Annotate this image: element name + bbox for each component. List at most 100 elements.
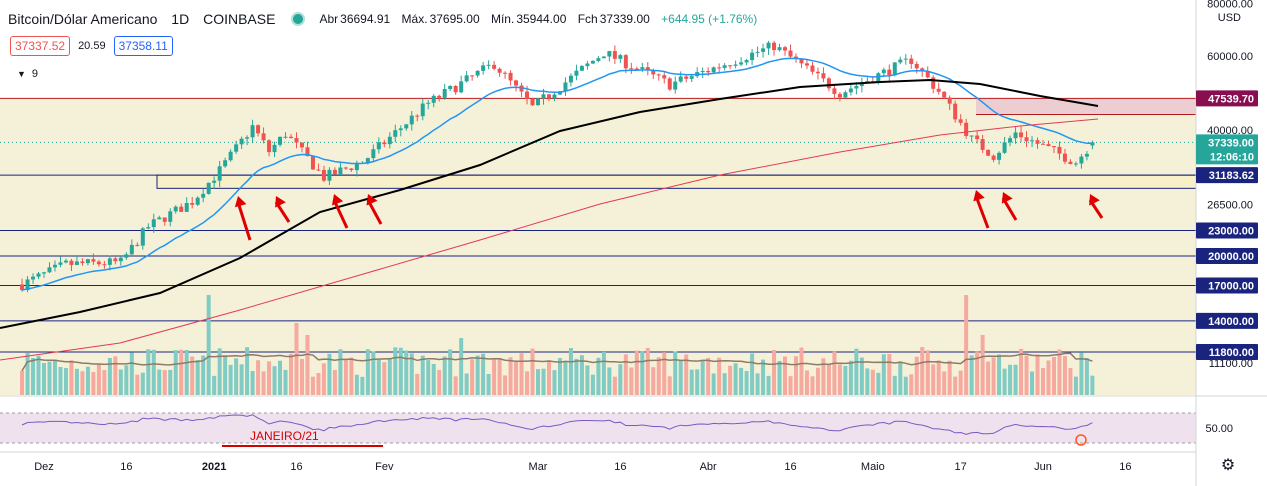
price-label-text: 14000.00 — [1208, 316, 1254, 328]
candle — [316, 163, 321, 172]
volume-bar — [623, 354, 628, 395]
candle — [42, 271, 46, 278]
arrow-head — [331, 194, 344, 206]
candle — [239, 136, 244, 150]
volume-bar — [442, 356, 447, 395]
candle-body — [146, 227, 151, 229]
candle — [536, 98, 541, 106]
settings-gear-icon[interactable]: ⚙ — [1220, 457, 1236, 474]
buy-button[interactable]: 37358.11 — [113, 36, 173, 56]
volume-bar — [190, 356, 195, 395]
price-label-text: 47539.70 — [1208, 93, 1254, 105]
candle-body — [777, 47, 782, 51]
candle-body — [85, 259, 90, 264]
candle — [1002, 136, 1007, 154]
candle-body — [140, 228, 145, 246]
resistance-zone — [976, 98, 1196, 115]
arrow-head — [234, 196, 247, 208]
candle-body — [739, 62, 744, 65]
volume-bar — [662, 352, 667, 395]
price-label-text: 12:06:10 — [1210, 151, 1254, 163]
candle-body — [212, 180, 217, 183]
candle-body — [409, 115, 414, 125]
candle — [448, 85, 453, 91]
candle — [129, 239, 134, 256]
candle-body — [1062, 153, 1067, 162]
candle-body — [223, 160, 228, 167]
candle — [1013, 126, 1018, 144]
volume-bar — [772, 350, 777, 395]
volume-bar — [343, 358, 348, 395]
candle-body — [305, 147, 310, 157]
candle-body — [1046, 144, 1051, 147]
candle — [283, 132, 288, 139]
candle-body — [217, 166, 222, 181]
trade-buttons: 37337.52 20.59 37358.11 — [10, 36, 173, 56]
candle-body — [557, 91, 562, 95]
candle-body — [289, 136, 294, 139]
candle — [859, 77, 864, 93]
volume-bar — [519, 353, 524, 395]
candle-body — [492, 64, 497, 69]
candle — [382, 139, 387, 148]
candle-body — [1030, 140, 1035, 142]
candle-body — [118, 257, 123, 262]
volume-bar — [1019, 348, 1024, 395]
ema-fast-line — [21, 57, 1093, 291]
volume-bar — [541, 368, 546, 395]
volume-ma-line — [21, 352, 1093, 372]
candle — [376, 137, 381, 154]
indicators-toggle[interactable]: ▼ 9 — [17, 68, 38, 80]
candle-body — [80, 261, 85, 264]
candle-body — [310, 156, 315, 170]
candle-body — [393, 130, 398, 137]
symbol-title[interactable]: Bitcoin/Dólar Americano 1D COINBASE — [8, 11, 276, 27]
candle-body — [332, 169, 337, 175]
volume-bar — [722, 373, 727, 395]
volume-bar — [755, 373, 760, 395]
volume-bar — [404, 350, 409, 395]
candle — [327, 167, 332, 185]
volume-bar — [409, 353, 414, 395]
volume-bar — [876, 372, 881, 395]
volume-bar — [475, 355, 480, 395]
candle-body — [640, 67, 645, 69]
price-label-level: 23000.00 — [1196, 222, 1258, 239]
candle-body — [261, 133, 266, 141]
volume-bar — [1084, 357, 1089, 395]
candle-body — [1024, 137, 1029, 142]
volume-bar — [129, 352, 134, 395]
candle-body — [975, 135, 980, 140]
price-label-level: 20000.00 — [1196, 247, 1258, 264]
candle — [656, 73, 661, 81]
candle-body — [656, 74, 661, 76]
candle — [920, 67, 925, 77]
candle — [1046, 140, 1051, 147]
candle-body — [442, 89, 447, 98]
candle — [475, 70, 480, 78]
volume-bar — [887, 353, 892, 395]
candle-body — [157, 217, 162, 220]
candle-body — [129, 244, 134, 255]
sell-button[interactable]: 37337.52 — [10, 36, 71, 56]
candle-body — [750, 52, 755, 61]
volume-bar — [206, 295, 211, 395]
red-arrow — [366, 194, 383, 225]
price-label-text: 20000.00 — [1208, 251, 1254, 263]
interval-label[interactable]: 1D — [171, 11, 190, 27]
volume-bar — [898, 361, 903, 395]
candle-body — [459, 81, 464, 93]
candle — [612, 45, 617, 64]
volume-bar — [245, 347, 250, 395]
red-arrow — [973, 190, 990, 229]
candle-body — [124, 254, 129, 258]
volume-bar — [991, 357, 996, 395]
candle-body — [887, 69, 892, 76]
candle — [1057, 141, 1062, 160]
candle — [404, 123, 409, 131]
volume-bar — [568, 348, 573, 395]
candle-body — [876, 73, 881, 83]
candle — [256, 124, 261, 137]
candle-body — [135, 244, 140, 246]
